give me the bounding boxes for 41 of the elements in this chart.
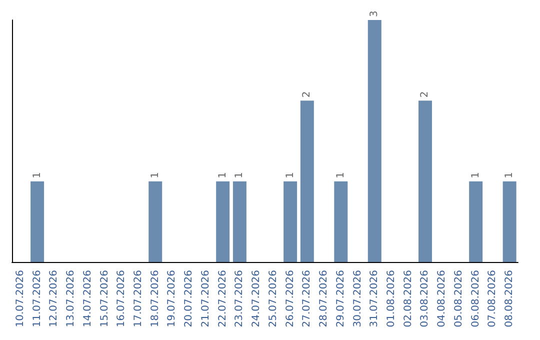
x-tick-label: 06.08.2026	[470, 270, 482, 328]
x-tick-label: 18.07.2026	[150, 270, 161, 328]
x-tick-label: 01.08.2026	[386, 270, 397, 328]
data-label: 1	[504, 172, 516, 178]
data-label: 1	[150, 172, 161, 178]
x-tick-label: 04.08.2026	[436, 270, 448, 328]
data-label: 1	[284, 172, 296, 178]
x-tick-label: 22.07.2026	[217, 270, 228, 328]
x-tick-label: 15.07.2026	[99, 270, 110, 328]
x-tick-label: 28.07.2026	[318, 270, 330, 328]
x-tick-label: 13.07.2026	[66, 270, 77, 328]
x-tick-label: 19.07.2026	[166, 270, 178, 328]
x-tick-label: 05.08.2026	[453, 270, 464, 328]
x-tick-label: 24.07.2026	[251, 270, 262, 328]
data-label: 1	[335, 172, 346, 178]
x-tick-label: 23.07.2026	[234, 270, 246, 328]
x-tick-label: 20.07.2026	[184, 270, 195, 328]
x-tick-label: 12.07.2026	[48, 270, 60, 328]
data-label: 2	[302, 91, 313, 98]
x-tick-label: 07.08.2026	[487, 270, 498, 328]
x-tick-label: 31.07.2026	[369, 270, 380, 328]
x-tick-label: 17.07.2026	[133, 270, 144, 328]
x-tick-label: 30.07.2026	[352, 270, 364, 328]
x-tick-label: 27.07.2026	[302, 270, 313, 328]
data-label: 1	[32, 172, 43, 178]
x-tick-label: 08.08.2026	[504, 270, 516, 328]
data-label: 2	[420, 91, 431, 98]
data-label: 1	[217, 172, 228, 178]
x-tick-label: 29.07.2026	[335, 270, 346, 328]
x-tick-label: 14.07.2026	[82, 270, 94, 328]
data-label: 1	[234, 172, 246, 178]
x-tick-label: 21.07.2026	[200, 270, 212, 328]
x-tick-label: 10.07.2026	[14, 270, 26, 328]
x-tick-label: 02.08.2026	[402, 270, 414, 328]
x-tick-label: 25.07.2026	[268, 270, 279, 328]
x-tick-label: 26.07.2026	[284, 270, 296, 328]
data-label: 3	[369, 10, 380, 17]
x-tick-label: 16.07.2026	[116, 270, 128, 328]
x-tick-label: 03.08.2026	[420, 270, 431, 328]
x-tick-label: 11.07.2026	[32, 270, 43, 328]
data-label: 1	[470, 172, 482, 178]
